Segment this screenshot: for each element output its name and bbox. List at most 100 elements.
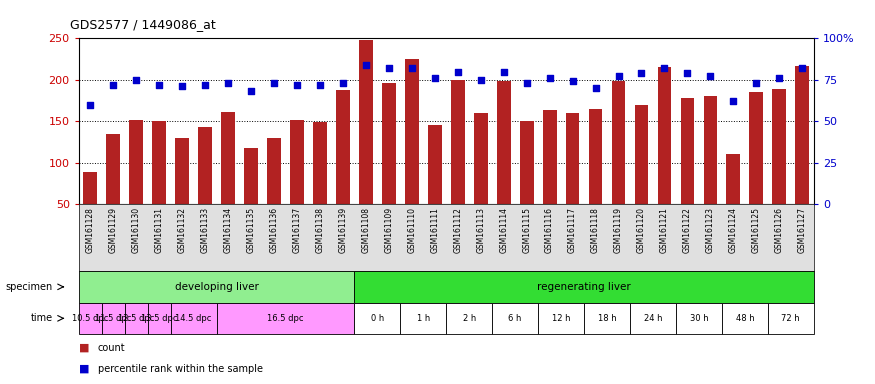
Bar: [125, 303, 148, 334]
Point: [428, 75, 442, 81]
Point: [198, 82, 212, 88]
Text: GSM161138: GSM161138: [315, 207, 325, 253]
Text: GSM161116: GSM161116: [545, 207, 554, 253]
Point: [726, 98, 740, 104]
Bar: [107, 134, 120, 204]
Bar: [244, 149, 258, 204]
Bar: [175, 138, 189, 204]
Text: ■: ■: [79, 343, 89, 353]
Text: GSM161126: GSM161126: [774, 207, 784, 253]
Text: GSM161112: GSM161112: [453, 207, 462, 253]
Bar: [354, 303, 401, 334]
Point: [657, 65, 671, 71]
Bar: [221, 112, 234, 204]
Text: ■: ■: [79, 364, 89, 374]
Text: 2 h: 2 h: [463, 314, 476, 323]
Point: [473, 77, 487, 83]
Bar: [497, 81, 511, 204]
Bar: [584, 303, 630, 334]
Point: [405, 65, 419, 71]
Text: GSM161129: GSM161129: [108, 207, 118, 253]
Bar: [538, 303, 584, 334]
Bar: [148, 303, 171, 334]
Text: 10.5 dpc: 10.5 dpc: [72, 314, 108, 323]
Text: 24 h: 24 h: [644, 314, 662, 323]
Bar: [446, 303, 492, 334]
Point: [565, 78, 579, 84]
Point: [106, 82, 120, 88]
Text: 1 h: 1 h: [416, 314, 430, 323]
Text: GSM161128: GSM161128: [86, 207, 94, 253]
Bar: [401, 303, 446, 334]
Text: GSM161110: GSM161110: [407, 207, 416, 253]
Bar: [749, 92, 763, 204]
Text: 6 h: 6 h: [508, 314, 522, 323]
Text: GSM161118: GSM161118: [591, 207, 600, 253]
Bar: [267, 138, 281, 204]
Text: GSM161120: GSM161120: [637, 207, 646, 253]
Bar: [313, 122, 327, 204]
Text: GSM161136: GSM161136: [270, 207, 278, 253]
Text: GSM161109: GSM161109: [384, 207, 394, 253]
Text: GSM161122: GSM161122: [682, 207, 692, 253]
Text: GSM161134: GSM161134: [223, 207, 233, 253]
Text: GSM161114: GSM161114: [499, 207, 508, 253]
Point: [589, 85, 603, 91]
Text: GSM161131: GSM161131: [155, 207, 164, 253]
Point: [704, 73, 717, 79]
Bar: [428, 125, 442, 204]
Bar: [630, 303, 676, 334]
Bar: [676, 303, 722, 334]
Bar: [382, 83, 396, 204]
Text: GSM161113: GSM161113: [476, 207, 486, 253]
Point: [336, 80, 350, 86]
Bar: [405, 59, 419, 204]
Text: GSM161119: GSM161119: [614, 207, 623, 253]
Bar: [79, 271, 354, 303]
Bar: [336, 90, 350, 204]
Text: percentile rank within the sample: percentile rank within the sample: [98, 364, 263, 374]
Text: 16.5 dpc: 16.5 dpc: [267, 314, 304, 323]
Bar: [359, 40, 373, 204]
Bar: [566, 113, 579, 204]
Bar: [795, 66, 809, 204]
Point: [152, 82, 166, 88]
Text: 11.5 dpc: 11.5 dpc: [95, 314, 131, 323]
Text: GSM161132: GSM161132: [178, 207, 186, 253]
Bar: [542, 110, 556, 204]
Point: [175, 83, 189, 89]
Text: GSM161124: GSM161124: [729, 207, 738, 253]
Text: count: count: [98, 343, 126, 353]
Text: GSM161115: GSM161115: [522, 207, 531, 253]
Text: GSM161108: GSM161108: [361, 207, 370, 253]
Bar: [704, 96, 717, 204]
Bar: [773, 89, 787, 204]
Point: [795, 65, 809, 71]
Point: [313, 82, 327, 88]
Bar: [451, 80, 465, 204]
Bar: [290, 120, 304, 204]
Text: 30 h: 30 h: [690, 314, 708, 323]
Text: 18 h: 18 h: [598, 314, 616, 323]
Point: [497, 68, 511, 74]
Point: [451, 68, 465, 74]
Point: [612, 73, 626, 79]
Text: 0 h: 0 h: [371, 314, 384, 323]
Text: developing liver: developing liver: [175, 282, 258, 292]
Text: GSM161121: GSM161121: [660, 207, 669, 253]
Bar: [354, 271, 814, 303]
Bar: [722, 303, 768, 334]
Bar: [217, 303, 354, 334]
Text: GSM161125: GSM161125: [752, 207, 761, 253]
Point: [221, 80, 235, 86]
Point: [267, 80, 281, 86]
Text: GSM161135: GSM161135: [247, 207, 255, 253]
Point: [359, 62, 373, 68]
Bar: [492, 303, 538, 334]
Text: specimen: specimen: [5, 282, 52, 292]
Bar: [83, 172, 97, 204]
Point: [681, 70, 695, 76]
Text: time: time: [31, 313, 52, 323]
Text: 14.5 dpc: 14.5 dpc: [175, 314, 212, 323]
Bar: [589, 109, 602, 204]
